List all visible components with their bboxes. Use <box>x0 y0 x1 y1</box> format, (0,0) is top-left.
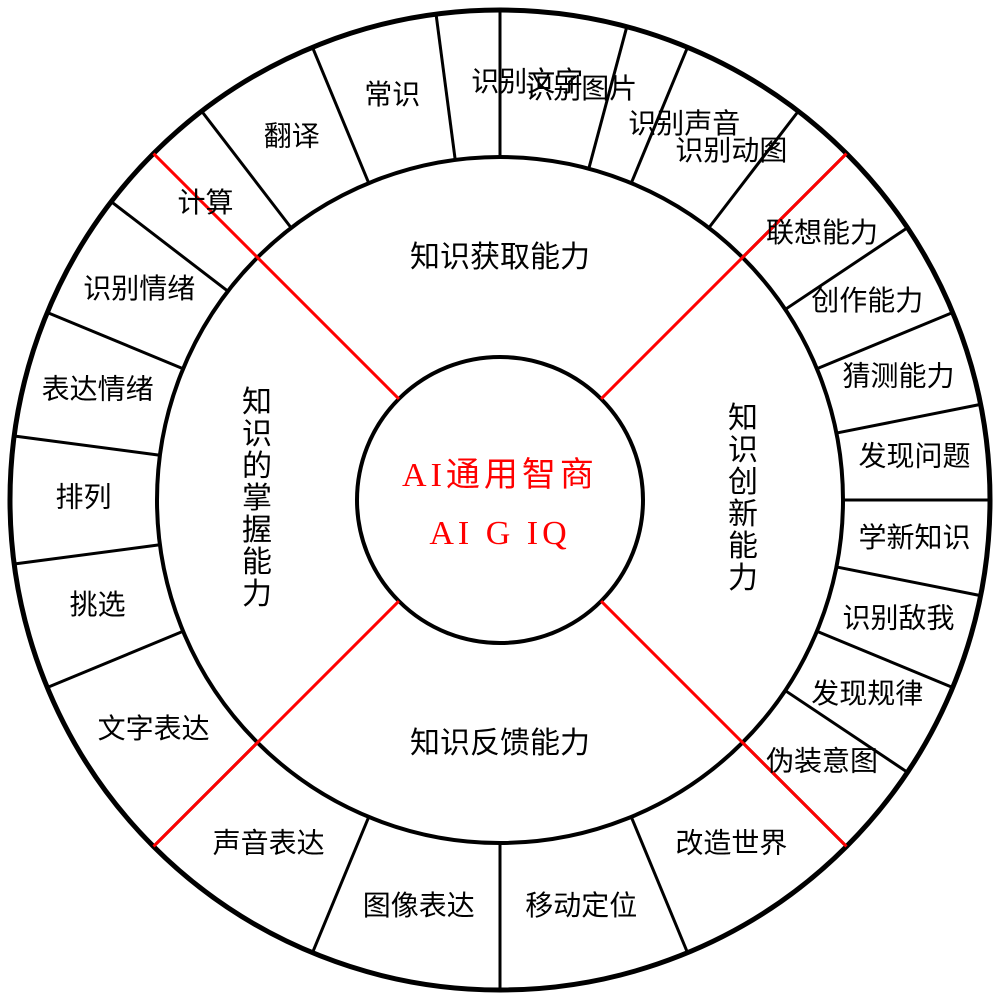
outer-sector-label: 常识 <box>364 79 420 111</box>
outer-sector-label: 改造世界 <box>675 828 787 860</box>
outer-divider <box>436 14 455 160</box>
outer-divider <box>14 545 160 564</box>
quadrant-divider <box>601 154 846 399</box>
outer-divider <box>312 47 368 183</box>
outer-divider <box>817 312 953 368</box>
midring-label: 知识获取能力 <box>410 241 590 274</box>
outer-sector-label: 排列 <box>55 481 111 513</box>
outer-divider <box>836 404 980 433</box>
outer-divider <box>836 567 980 596</box>
outer-sector-label: 识别文字 <box>471 66 583 98</box>
outer-sector-label: 文字表达 <box>98 713 210 745</box>
outer-sector-label: 计算 <box>177 187 233 219</box>
outer-sector-label: 发现规律 <box>811 678 923 710</box>
inner-circle <box>357 357 643 643</box>
outer-sector-label: 识别情绪 <box>83 273 195 305</box>
outer-sector-label: 创作能力 <box>811 285 923 317</box>
outer-sector-label: 挑选 <box>70 589 126 621</box>
outer-divider <box>14 436 160 455</box>
outer-sector-label: 猜测能力 <box>843 361 955 393</box>
outer-sector-label: 图像表达 <box>363 890 475 922</box>
outer-sector-label: 识别动图 <box>675 136 787 167</box>
outer-sector-label: 移动定位 <box>525 890 637 922</box>
midring-label: 知识反馈能力 <box>410 727 590 760</box>
outer-sector-label: 伪装意图 <box>766 746 878 778</box>
outer-divider <box>47 631 183 687</box>
midring-label: 知识创新能力 <box>728 402 758 595</box>
center-title-line1: AI通用智商 <box>402 456 598 494</box>
outer-sector-label: 识别声音 <box>628 108 740 140</box>
outer-sector-label: 联想能力 <box>766 217 878 249</box>
outer-sector-label: 表达情绪 <box>42 374 154 406</box>
ai-iq-radial-diagram: AI通用智商AI G IQ知识获取能力知识创新能力知识反馈能力知识的掌握能力识别… <box>0 0 1000 1000</box>
center-title-line2: AI G IQ <box>429 515 570 552</box>
outer-sector-label: 识别敌我 <box>843 602 955 634</box>
midring-label: 知识的掌握能力 <box>242 386 272 611</box>
outer-sector-label: 声音表达 <box>213 828 325 860</box>
outer-sector-label: 翻译 <box>264 122 320 153</box>
quadrant-divider <box>601 601 846 846</box>
outer-sector-label: 发现问题 <box>858 441 970 473</box>
outer-sector-label: 学新知识 <box>858 522 970 554</box>
outer-divider <box>47 312 183 368</box>
